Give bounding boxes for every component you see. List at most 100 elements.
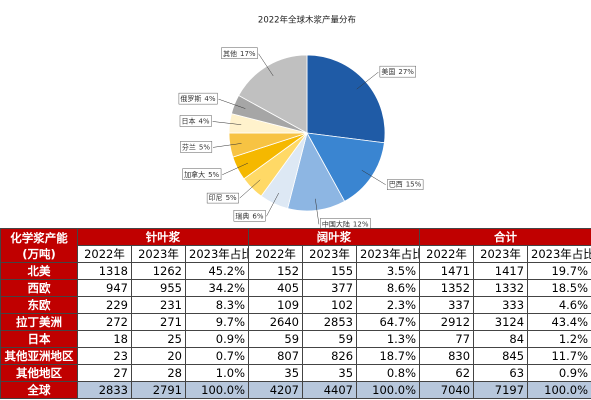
label-box [179, 115, 212, 127]
pie-slice [306, 132, 385, 202]
cell: 271 [131, 313, 186, 331]
cell: 102 [302, 296, 358, 314]
label-box [180, 141, 213, 153]
slice-value: 6% [252, 212, 263, 220]
data-row: 其他亚洲地区 23 20 0.7% 807 826 18.7% 830 845 11.7% [0, 347, 591, 365]
subheader: 2022年 [248, 245, 304, 263]
slice-value: 27% [398, 68, 414, 76]
group-header: 针叶浆 [76, 228, 250, 246]
cell: 11.7% [527, 347, 591, 365]
slice-category: 芬兰 [182, 142, 196, 151]
cell: 1318 [77, 262, 132, 280]
cell: 4.6% [527, 296, 591, 314]
row-label: 全球 [0, 381, 78, 399]
corner-line: (万吨) [22, 246, 56, 261]
cell: 43.4% [527, 313, 591, 331]
slice-category: 中国大陆 [322, 219, 350, 228]
slice-label: 加拿大 5% [184, 170, 219, 179]
cell: 59 [302, 330, 358, 348]
cell: 7040 [419, 381, 475, 399]
label-box [379, 65, 416, 78]
label-box [320, 218, 371, 228]
data-row: 全球 2833 2791 100.0% 4207 4407 100.0% 7040 7197 10… [0, 381, 591, 399]
slice-value: 5% [208, 171, 219, 179]
cell: 35 [248, 364, 304, 382]
row-label: 东欧 [0, 296, 78, 314]
slice-category: 瑞典 [235, 211, 249, 220]
slice-category: 印尼 [209, 194, 223, 202]
cell: 333 [473, 296, 529, 314]
cell: 28 [131, 364, 186, 382]
row-label: 西欧 [0, 279, 78, 297]
cell: 8.6% [356, 279, 421, 297]
row-label: 日本 [0, 330, 78, 348]
cell: 337 [419, 296, 475, 314]
data-row: 西欧 947 955 34.2% 405 377 8.6% 1352 1332 18.5% [0, 279, 591, 297]
subheader: 2023年占比 [356, 245, 421, 263]
cell: 955 [131, 279, 186, 297]
slice-category: 日本 [181, 116, 195, 125]
cell: 1262 [131, 262, 186, 280]
slice-value: 15% [406, 181, 422, 189]
subheader-row: 2022年 2023年 2023年占比 2022年 2023年 2023年占比 2022年 2… [1, 245, 591, 263]
capacity-table: 化学浆产能 (万吨) 针叶浆 阔叶浆 合计 2022年 2023年 2023年占比 2022年 2… [0, 228, 591, 399]
slice-label: 印尼 5% [209, 194, 237, 202]
leader-line [218, 98, 246, 109]
row-label: 其他地区 [0, 364, 78, 382]
cell: 100.0% [184, 381, 250, 399]
cell: 59 [248, 330, 304, 348]
slice-label: 瑞典 6% [235, 211, 263, 220]
pie-slice [306, 54, 386, 144]
slice-value: 4% [204, 95, 215, 103]
cell: 826 [302, 347, 358, 365]
group-header: 阔叶浆 [248, 228, 421, 246]
slice-label: 日本 4% [181, 116, 209, 125]
cell: 84 [473, 330, 529, 348]
slice-value: 4% [198, 117, 209, 125]
cell: 0.9% [184, 330, 250, 348]
cell: 27 [77, 364, 132, 382]
subheader: 2022年 [419, 245, 475, 263]
label-box [387, 179, 424, 190]
cell: 0.8% [356, 364, 421, 382]
cell: 2912 [419, 313, 475, 331]
corner-line: 化学浆产能 [10, 230, 68, 245]
cell: 272 [77, 313, 132, 331]
label-box [221, 47, 258, 59]
cell: 23 [77, 347, 132, 365]
row-label: 其他亚洲地区 [0, 347, 78, 365]
cell: 109 [248, 296, 304, 314]
cell: 1417 [473, 262, 529, 280]
pie-slice [238, 54, 308, 134]
cell: 3124 [473, 313, 529, 331]
label-box [206, 192, 239, 204]
cell: 35 [302, 364, 358, 382]
leader-line [315, 198, 320, 225]
cell: 62 [419, 364, 475, 382]
slice-label: 俄罗斯 4% [180, 94, 215, 103]
cell: 9.7% [184, 313, 250, 331]
cell: 2640 [248, 313, 304, 331]
leader-line [266, 192, 279, 217]
slice-category: 加拿大 [184, 170, 205, 179]
leader-line [258, 53, 274, 77]
leader-line [361, 170, 386, 185]
cell: 845 [473, 347, 529, 365]
chart-title: 2022年全球木浆产量分布 [258, 15, 356, 26]
data-row: 拉丁美洲 272 271 9.7% 2640 2853 64.7% 2912 3124 43.4% [0, 313, 591, 331]
subheader: 2023年 [131, 245, 186, 263]
leader-line [212, 121, 242, 125]
cell: 100.0% [527, 381, 591, 399]
cell: 377 [302, 279, 358, 297]
cell: 830 [419, 347, 475, 365]
subheader: 2023年 [302, 245, 358, 263]
subheader: 2022年 [77, 245, 132, 263]
cell: 1471 [419, 262, 475, 280]
corner-cell: 化学浆产能 (万吨) [0, 228, 78, 263]
row-label: 北美 [0, 262, 78, 280]
subheader: 2023年占比 [527, 245, 591, 263]
row-label: 拉丁美洲 [0, 313, 78, 331]
cell: 807 [248, 347, 304, 365]
cell: 4407 [302, 381, 358, 399]
